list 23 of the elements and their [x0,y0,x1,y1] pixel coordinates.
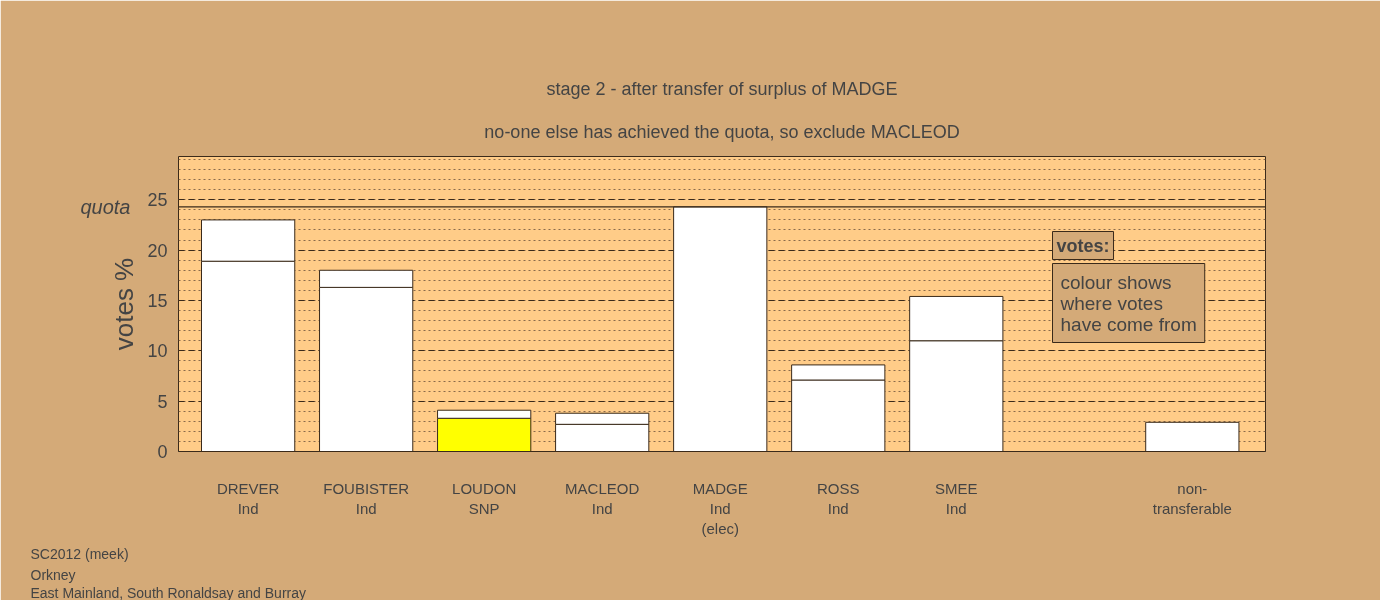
y-tick-label: 15 [147,290,168,311]
x-tick-label: DREVER Ind [216,479,280,517]
text: Orkney [30,566,76,583]
annotation: votes: [1056,235,1110,256]
x-tick-label: FOUBISTER Ind [323,479,410,517]
y-tick-label: 5 [157,391,168,412]
chart-subtitle: no-one else has achieved the quota, so exclude MACLEOD [484,121,960,142]
y-tick-label: 0 [157,442,168,462]
y-tick-label: 25 [147,190,168,211]
x-tick-label: ROSS Ind [817,479,860,517]
chart-title: stage 2 - after transfer of surplus of MADGE [546,78,898,99]
text: SC2012 (meek) [30,545,129,562]
y-tick-label: 10 [147,341,168,362]
text: East Mainland, South Ronaldsay and Burray [30,584,306,600]
x-tick-label: MACLEOD Ind [565,479,640,517]
x-tick-label: non- transferable [1152,479,1232,517]
x-tick-label: MADGE Ind (elec) [692,479,748,538]
annotation: colour shows where votes have come from [1059,271,1197,335]
y-axis-title: votes % [109,257,140,351]
x-tick-label: SMEE Ind [935,479,978,517]
x-tick-label: LOUDON SNP [452,479,517,517]
ref-line-label: quota [80,195,131,218]
y-tick-label: 20 [147,240,168,261]
